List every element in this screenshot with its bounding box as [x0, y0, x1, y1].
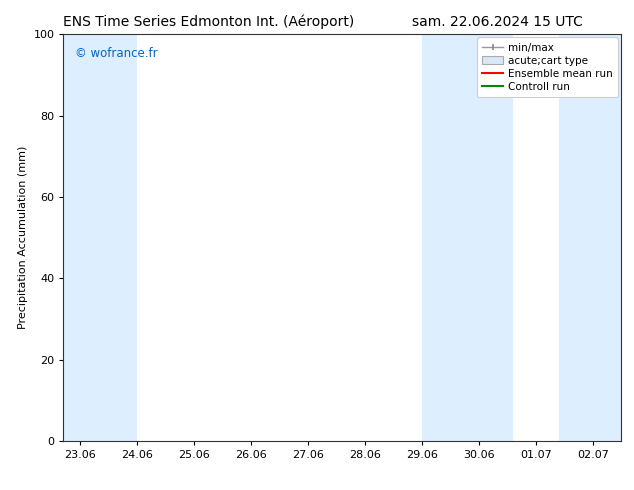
Bar	[422, 34, 513, 441]
Bar	[63, 34, 138, 441]
Legend: min/max, acute;cart type, Ensemble mean run, Controll run: min/max, acute;cart type, Ensemble mean …	[477, 37, 618, 97]
Text: © wofrance.fr: © wofrance.fr	[75, 47, 157, 59]
Y-axis label: Precipitation Accumulation (mm): Precipitation Accumulation (mm)	[18, 146, 28, 329]
Text: ENS Time Series Edmonton Int. (Aéroport): ENS Time Series Edmonton Int. (Aéroport)	[63, 15, 354, 29]
Text: sam. 22.06.2024 15 UTC: sam. 22.06.2024 15 UTC	[412, 15, 583, 29]
Bar	[559, 34, 621, 441]
